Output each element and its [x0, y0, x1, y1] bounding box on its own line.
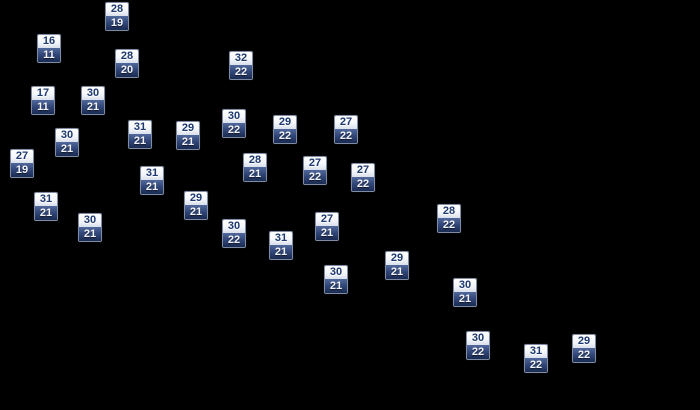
temperature-marker[interactable]: 27 22	[303, 156, 327, 185]
temperature-marker[interactable]: 30 21	[453, 278, 477, 307]
low-temperature-label: 21	[141, 180, 163, 194]
temperature-marker[interactable]: 29 21	[184, 191, 208, 220]
temperature-marker[interactable]: 30 21	[78, 213, 102, 242]
temperature-marker[interactable]: 27 22	[334, 115, 358, 144]
high-temperature-label: 27	[316, 213, 338, 226]
high-temperature-label: 28	[438, 205, 460, 218]
high-temperature-label: 27	[352, 164, 374, 177]
temperature-marker[interactable]: 31 21	[34, 192, 58, 221]
high-temperature-label: 30	[223, 220, 245, 233]
high-temperature-label: 29	[185, 192, 207, 205]
high-temperature-label: 28	[106, 3, 128, 16]
high-temperature-label: 27	[335, 116, 357, 129]
low-temperature-label: 22	[335, 129, 357, 143]
high-temperature-label: 27	[11, 150, 33, 163]
temperature-marker[interactable]: 31 21	[140, 166, 164, 195]
temperature-marker[interactable]: 16 11	[37, 34, 61, 63]
high-temperature-label: 30	[82, 87, 104, 100]
temperature-marker[interactable]: 28 19	[105, 2, 129, 31]
low-temperature-label: 22	[352, 177, 374, 191]
low-temperature-label: 21	[177, 135, 199, 149]
temperature-marker[interactable]: 31 22	[524, 344, 548, 373]
low-temperature-label: 21	[454, 292, 476, 306]
low-temperature-label: 19	[11, 163, 33, 177]
temperature-marker[interactable]: 27 19	[10, 149, 34, 178]
high-temperature-label: 31	[141, 167, 163, 180]
high-temperature-label: 30	[223, 110, 245, 123]
low-temperature-label: 11	[38, 48, 60, 62]
temperature-marker[interactable]: 28 21	[243, 153, 267, 182]
low-temperature-label: 21	[56, 142, 78, 156]
temperature-marker[interactable]: 29 22	[273, 115, 297, 144]
low-temperature-label: 22	[223, 233, 245, 247]
low-temperature-label: 22	[274, 129, 296, 143]
low-temperature-label: 21	[35, 206, 57, 220]
high-temperature-label: 29	[274, 116, 296, 129]
low-temperature-label: 21	[185, 205, 207, 219]
high-temperature-label: 30	[325, 266, 347, 279]
high-temperature-label: 31	[129, 121, 151, 134]
low-temperature-label: 22	[573, 348, 595, 362]
temperature-marker[interactable]: 27 22	[351, 163, 375, 192]
low-temperature-label: 22	[525, 358, 547, 372]
low-temperature-label: 21	[270, 245, 292, 259]
low-temperature-label: 21	[316, 226, 338, 240]
high-temperature-label: 29	[386, 252, 408, 265]
temperature-marker[interactable]: 32 22	[229, 51, 253, 80]
low-temperature-label: 20	[116, 63, 138, 77]
high-temperature-label: 29	[177, 122, 199, 135]
high-temperature-label: 31	[270, 232, 292, 245]
low-temperature-label: 19	[106, 16, 128, 30]
high-temperature-label: 16	[38, 35, 60, 48]
high-temperature-label: 31	[525, 345, 547, 358]
temperature-marker[interactable]: 29 22	[572, 334, 596, 363]
low-temperature-label: 22	[467, 345, 489, 359]
high-temperature-label: 27	[304, 157, 326, 170]
low-temperature-label: 11	[32, 100, 54, 114]
low-temperature-label: 21	[82, 100, 104, 114]
low-temperature-label: 21	[325, 279, 347, 293]
temperature-marker[interactable]: 30 22	[222, 109, 246, 138]
high-temperature-label: 30	[56, 129, 78, 142]
low-temperature-label: 21	[129, 134, 151, 148]
high-temperature-label: 30	[79, 214, 101, 227]
low-temperature-label: 21	[386, 265, 408, 279]
high-temperature-label: 28	[244, 154, 266, 167]
temperature-marker[interactable]: 28 20	[115, 49, 139, 78]
temperature-marker[interactable]: 30 22	[222, 219, 246, 248]
temperature-marker[interactable]: 17 11	[31, 86, 55, 115]
high-temperature-label: 28	[116, 50, 138, 63]
temperature-marker[interactable]: 31 21	[269, 231, 293, 260]
temperature-marker[interactable]: 28 22	[437, 204, 461, 233]
high-temperature-label: 30	[467, 332, 489, 345]
temperature-marker[interactable]: 29 21	[385, 251, 409, 280]
low-temperature-label: 22	[438, 218, 460, 232]
high-temperature-label: 17	[32, 87, 54, 100]
low-temperature-label: 22	[304, 170, 326, 184]
high-temperature-label: 29	[573, 335, 595, 348]
high-temperature-label: 30	[454, 279, 476, 292]
temperature-marker[interactable]: 30 21	[81, 86, 105, 115]
temperature-marker[interactable]: 30 22	[466, 331, 490, 360]
low-temperature-label: 22	[223, 123, 245, 137]
temperature-marker[interactable]: 27 21	[315, 212, 339, 241]
temperature-marker[interactable]: 30 21	[55, 128, 79, 157]
temperature-marker[interactable]: 31 21	[128, 120, 152, 149]
temperature-marker[interactable]: 29 21	[176, 121, 200, 150]
high-temperature-label: 32	[230, 52, 252, 65]
low-temperature-label: 21	[244, 167, 266, 181]
high-temperature-label: 31	[35, 193, 57, 206]
low-temperature-label: 22	[230, 65, 252, 79]
low-temperature-label: 21	[79, 227, 101, 241]
temperature-marker[interactable]: 30 21	[324, 265, 348, 294]
